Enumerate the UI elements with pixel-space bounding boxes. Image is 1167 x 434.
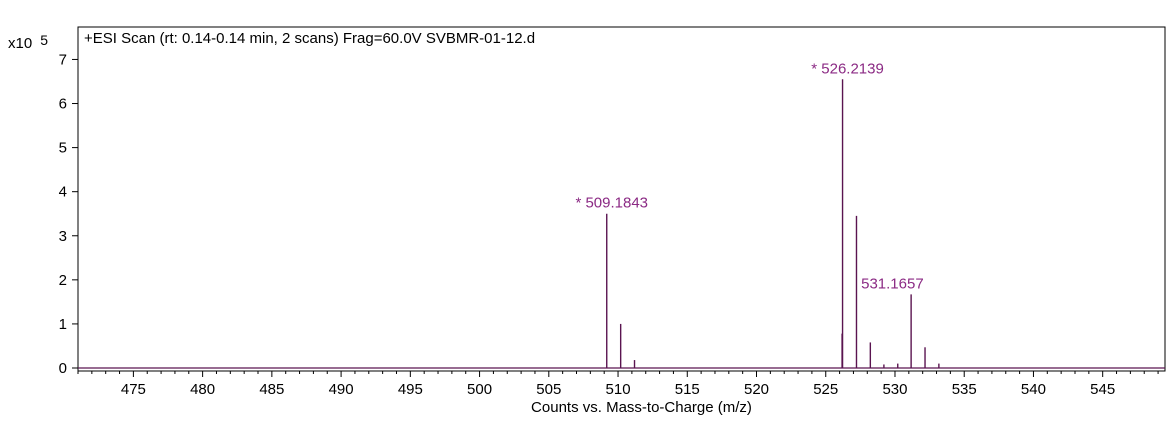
y-scale-exponent: 5 [40,32,48,48]
x-tick-label: 485 [259,381,284,398]
y-tick-label: 1 [59,316,67,333]
x-tick-label: 515 [675,381,700,398]
y-tick-label: 6 [59,96,67,113]
x-tick-label: 530 [882,381,907,398]
y-tick-label: 2 [59,272,67,289]
x-tick-label: 520 [744,381,769,398]
y-tick-label: 0 [59,360,67,377]
y-scale-label: x10 5 [8,32,48,52]
y-tick-label: 7 [59,51,67,68]
peak-annotation: * 526.2139 [811,60,884,77]
x-tick-label: 525 [813,381,838,398]
peak-annotation: 531.1657 [861,275,924,292]
x-tick-label: 535 [952,381,977,398]
x-tick-label: 475 [121,381,146,398]
x-tick-label: 510 [606,381,631,398]
y-tick-label: 4 [59,184,67,201]
peak-annotation: * 509.1843 [575,195,648,212]
y-tick-label: 3 [59,228,67,245]
y-tick-label: 5 [59,140,67,157]
x-tick-label: 500 [467,381,492,398]
plot-frame [77,26,1166,372]
x-tick-label: 495 [398,381,423,398]
y-scale-prefix: x10 [8,35,33,52]
x-tick-label: 505 [536,381,561,398]
x-tick-label: 540 [1021,381,1046,398]
x-axis-label: Counts vs. Mass-to-Charge (m/z) [531,399,752,416]
x-tick-label: 545 [1090,381,1115,398]
x-tick-label: 480 [190,381,215,398]
x-tick-label: 490 [329,381,354,398]
chart-title: +ESI Scan (rt: 0.14-0.14 min, 2 scans) F… [84,30,535,47]
